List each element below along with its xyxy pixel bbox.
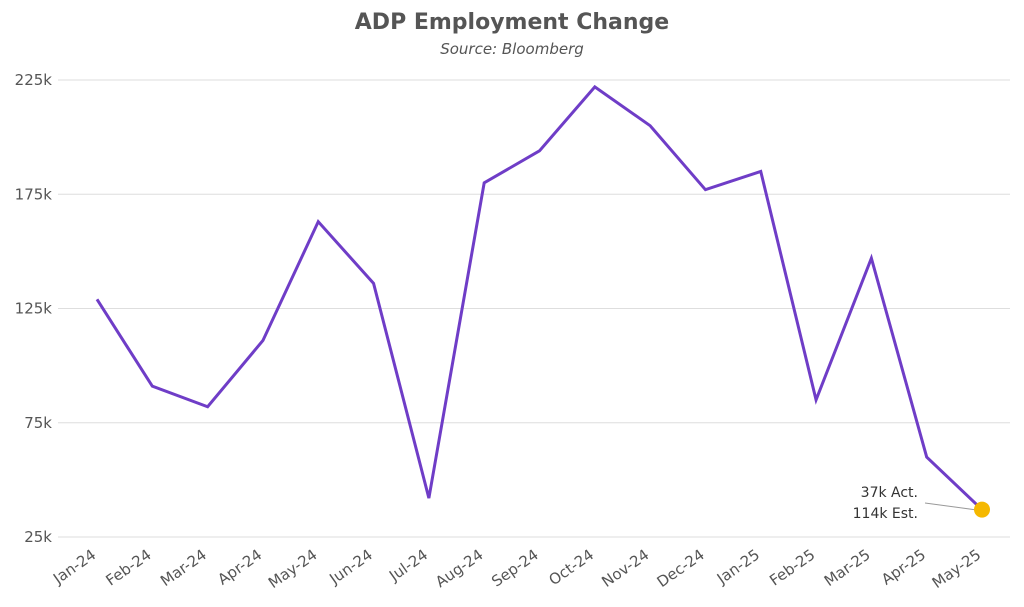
gridlines (58, 79, 1010, 538)
x-tick-label: Dec-24 (654, 546, 708, 591)
annotation-estimate: 114k Est. (853, 506, 918, 522)
annotation-group: 37k Act. 114k Est. (853, 485, 990, 522)
chart-subtitle: Source: Bloomberg (440, 40, 584, 58)
series-line (95, 84, 984, 511)
x-tick-label: Aug-24 (432, 546, 486, 592)
x-tick-label: Oct-24 (545, 546, 597, 590)
series-group (95, 84, 984, 511)
x-tick-label: Feb-24 (102, 546, 154, 590)
y-axis-ticks: 25k 75k 125k 175k 225k (15, 71, 53, 546)
x-tick-label: Apr-24 (214, 546, 265, 589)
y-tick-label: 25k (24, 528, 52, 546)
annotation-leader (924, 502, 975, 511)
highlight-marker (974, 501, 990, 518)
x-tick-label: May-24 (265, 546, 321, 592)
y-tick-label: 225k (15, 71, 53, 89)
y-tick-label: 175k (15, 185, 53, 203)
x-tick-label: Nov-24 (598, 546, 652, 591)
x-tick-label: Jan-24 (49, 546, 99, 589)
annotation-actual: 37k Act. (861, 485, 918, 501)
x-axis-ticks: Jan-24 Feb-24 Mar-24 Apr-24 May-24 Jun-24 Jul-… (49, 546, 984, 592)
x-tick-label: Apr-25 (878, 546, 929, 589)
x-tick-label: May-25 (929, 546, 985, 592)
y-tick-label: 125k (15, 300, 53, 318)
x-tick-label: Jun-24 (325, 546, 375, 589)
x-tick-label: Mar-24 (157, 546, 210, 590)
chart-title: ADP Employment Change (354, 10, 670, 35)
x-tick-label: Feb-25 (766, 546, 818, 590)
x-tick-label: Sep-24 (488, 546, 542, 591)
x-tick-label: Jan-25 (713, 546, 763, 589)
x-tick-label: Mar-25 (821, 546, 874, 590)
y-tick-label: 75k (24, 414, 52, 432)
x-tick-label: Jul-24 (385, 546, 431, 586)
